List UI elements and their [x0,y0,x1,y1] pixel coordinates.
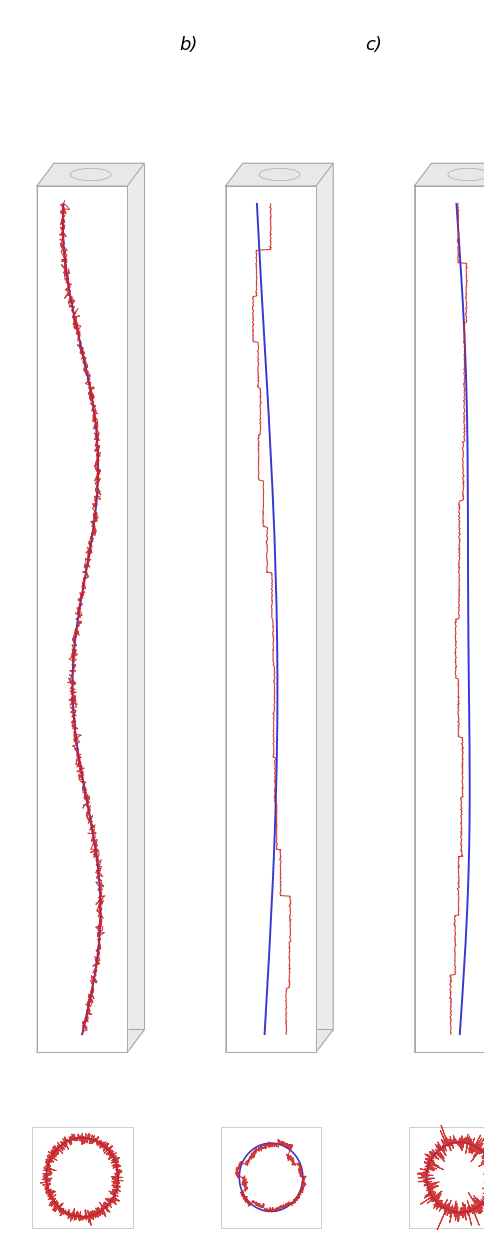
Polygon shape [243,163,333,1030]
Polygon shape [316,163,333,1052]
Polygon shape [37,163,54,1052]
Polygon shape [432,163,484,1030]
Polygon shape [415,163,484,185]
Text: b): b) [179,36,197,53]
Polygon shape [226,163,243,1052]
Polygon shape [37,185,127,1052]
Polygon shape [226,1030,333,1052]
Polygon shape [37,1030,144,1052]
Polygon shape [127,163,144,1052]
Text: c): c) [365,36,382,53]
Polygon shape [226,185,316,1052]
Polygon shape [226,163,333,185]
Polygon shape [415,1030,484,1052]
Polygon shape [37,163,144,185]
Polygon shape [415,185,484,1052]
Polygon shape [54,163,144,1030]
Polygon shape [415,163,432,1052]
